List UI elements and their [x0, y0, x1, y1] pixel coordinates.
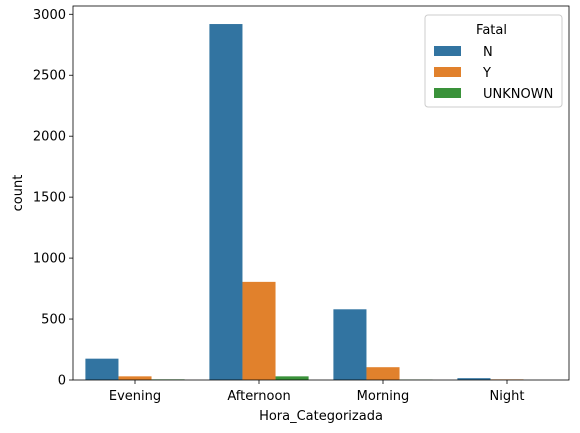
y-tick-label: 3000	[33, 8, 66, 23]
bar-afternoon-n	[209, 24, 243, 381]
bar-afternoon-y	[242, 281, 276, 380]
legend-swatch-n	[434, 46, 461, 56]
y-tick-label: 500	[41, 313, 66, 328]
y-axis-label: count	[11, 175, 26, 212]
x-tick-label: Night	[490, 389, 525, 404]
x-tick-label: Afternoon	[227, 389, 290, 404]
bar-evening-y	[118, 376, 152, 380]
bar-night-n	[457, 378, 491, 380]
bars-group	[85, 24, 524, 381]
y-axis: 0 500 1000 1500 2000 2500 3000	[33, 8, 73, 389]
legend-title: Fatal	[476, 23, 507, 38]
y-tick-label: 0	[58, 374, 66, 389]
y-tick-label: 2000	[33, 130, 66, 145]
bar-morning-y	[366, 367, 400, 380]
legend-items: NY UNKNOWN	[434, 45, 553, 102]
legend-swatch-y	[434, 67, 461, 77]
x-tick-label: Morning	[357, 389, 410, 404]
plot-frame	[72, 5, 570, 381]
x-tick-label: Evening	[109, 389, 161, 404]
legend-swatch-unknown	[434, 88, 461, 98]
y-tick-label: 1000	[33, 252, 66, 267]
bar-morning-n	[333, 309, 367, 380]
legend: Fatal NY UNKNOWN	[424, 14, 563, 108]
y-tick-label: 1500	[33, 191, 66, 206]
y-tick-label: 2500	[33, 69, 66, 84]
legend-box	[424, 14, 563, 108]
legend-label-y: Y	[482, 66, 491, 81]
legend-label-unknown: UNKNOWN	[483, 87, 553, 102]
bar-afternoon-unknown	[275, 376, 309, 380]
x-axis: Evening Afternoon Morning Night	[109, 380, 525, 404]
bar-evening-n	[85, 358, 119, 380]
x-axis-label: Hora_Categorizada	[259, 409, 383, 424]
legend-label-n: N	[483, 45, 493, 60]
